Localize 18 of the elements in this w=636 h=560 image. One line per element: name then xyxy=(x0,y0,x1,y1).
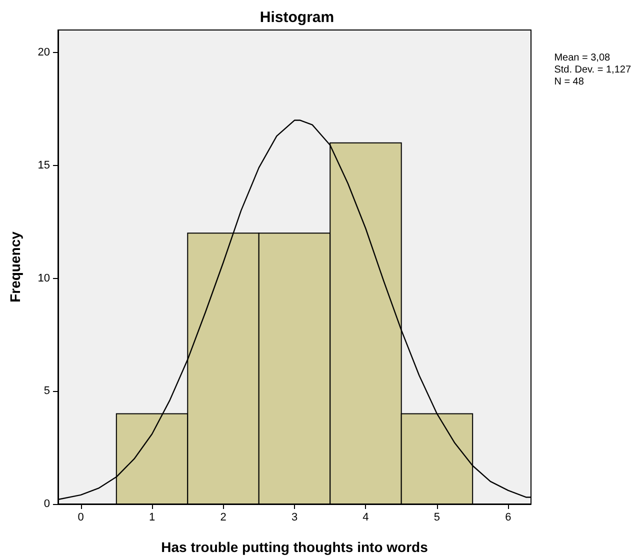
text: Mean = 3,08 xyxy=(554,52,611,64)
y-tick-label: 20 xyxy=(38,46,50,59)
x-tick-label: 4 xyxy=(362,512,369,524)
x-tick-label: 0 xyxy=(78,512,84,524)
y-tick-label: 5 xyxy=(44,385,50,398)
x-axis-title: Has trouble putting thoughts into words xyxy=(161,539,428,555)
x-tick-label: 6 xyxy=(505,512,512,524)
y-axis-title: Frequency xyxy=(7,231,23,302)
x-tick-label: 3 xyxy=(291,512,298,524)
y-tick-label: 0 xyxy=(44,498,50,510)
x-tick-label: 2 xyxy=(220,512,226,524)
y-tick-label: 15 xyxy=(38,159,50,172)
text: Std. Dev. = 1,127 xyxy=(554,64,632,76)
x-tick-label: 5 xyxy=(434,512,440,524)
text: N = 48 xyxy=(554,76,584,88)
y-tick-label: 10 xyxy=(38,272,50,284)
chart-title: Histogram xyxy=(260,9,334,26)
x-tick-label: 1 xyxy=(148,512,156,524)
